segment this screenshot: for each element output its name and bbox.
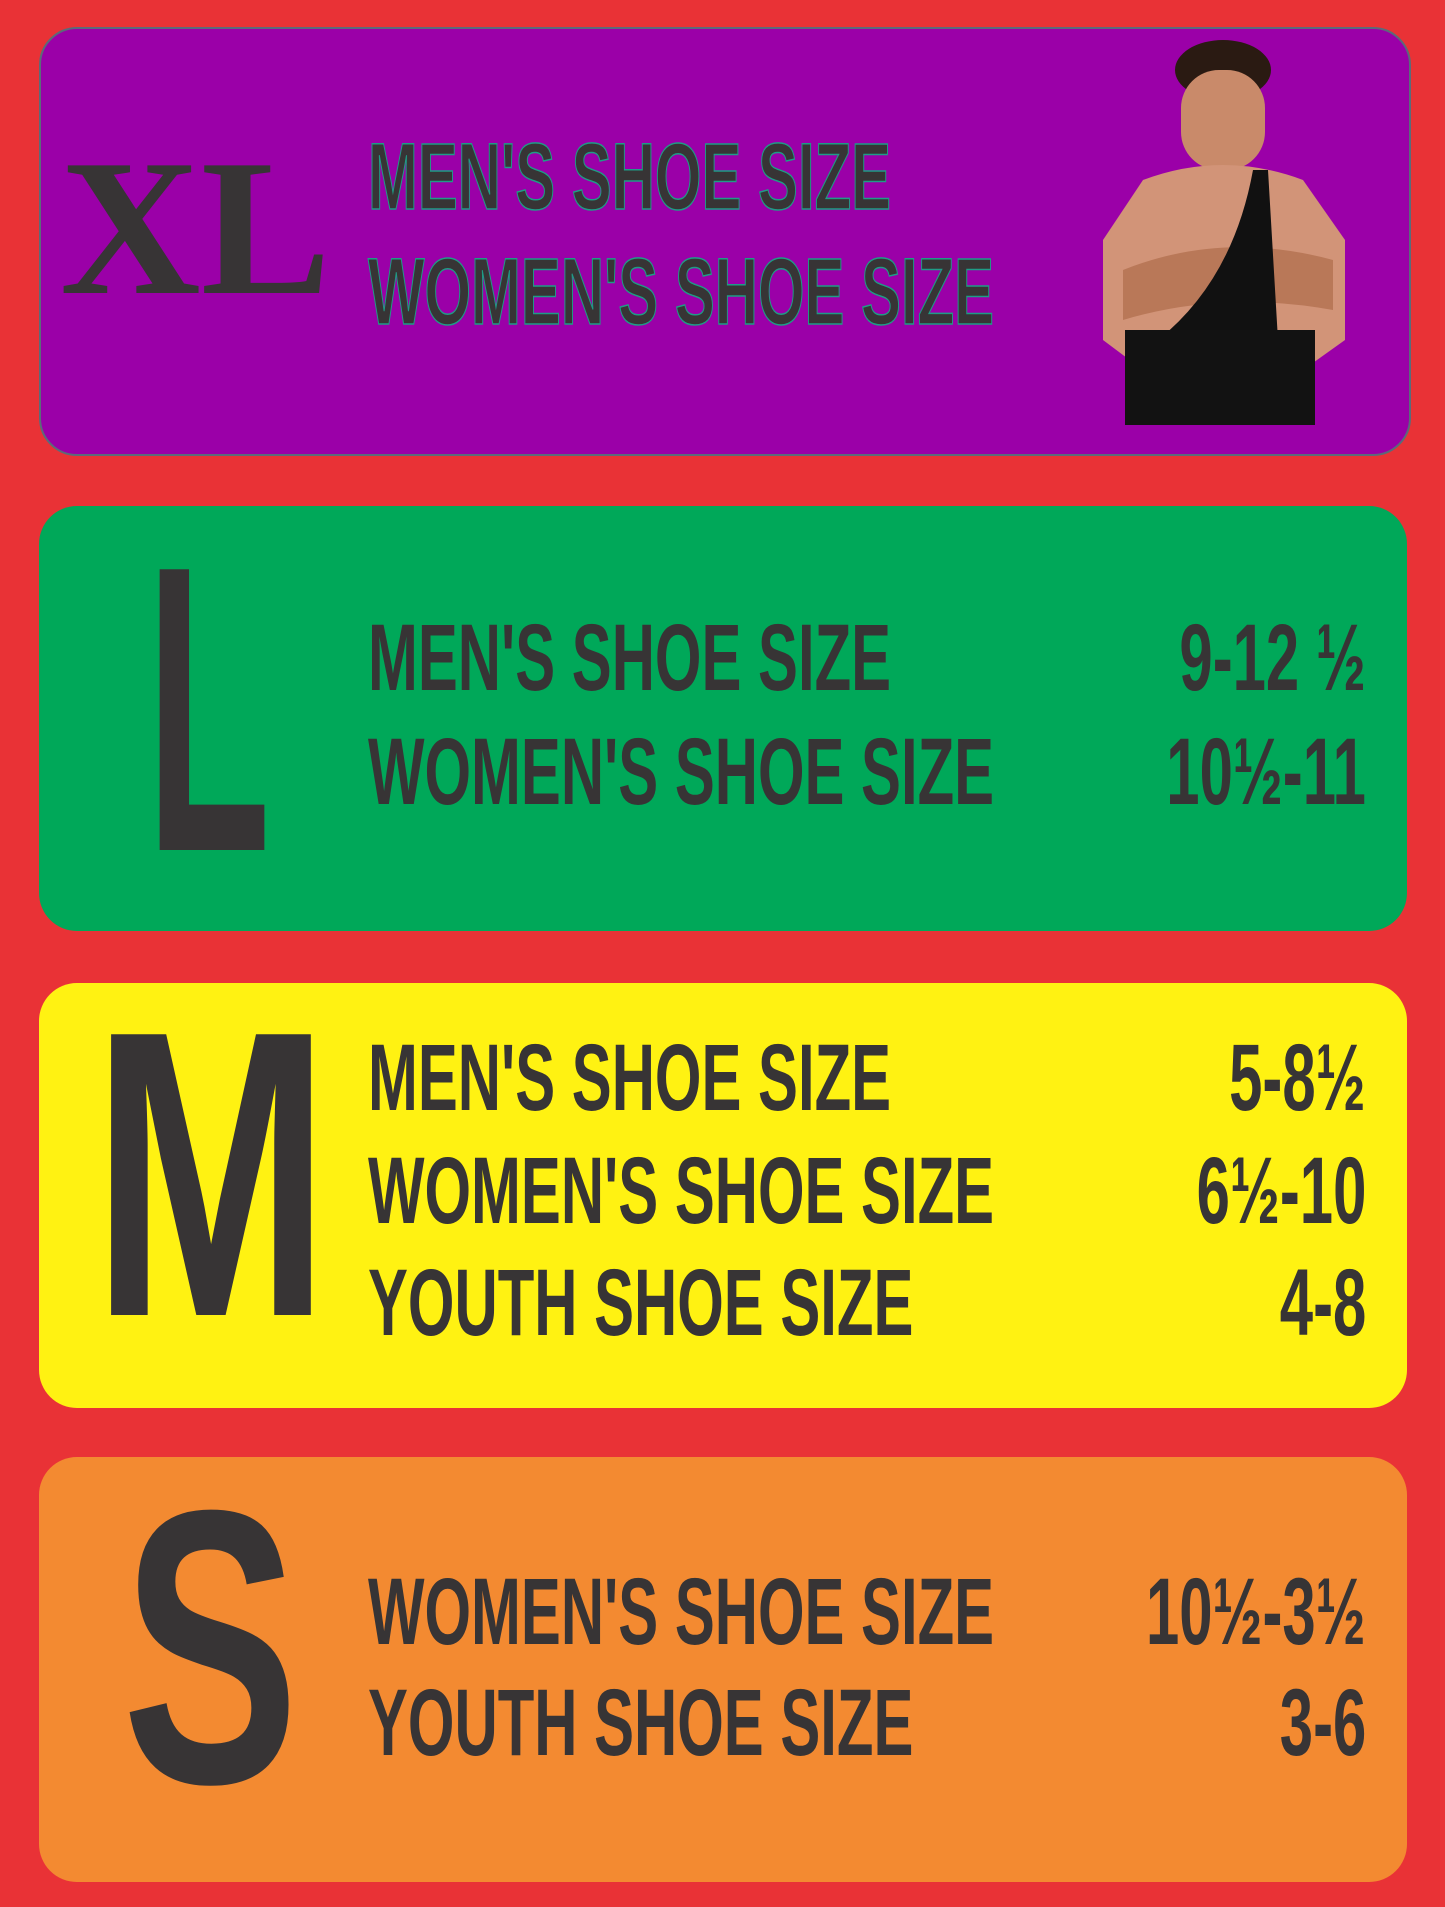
panel-m — [39, 983, 1407, 1408]
m-womens-value: 6½-10 — [1196, 1138, 1366, 1244]
l-mens-value: 9-12 ½ — [1179, 605, 1366, 711]
xl-womens-label: WOMEN'S SHOE SIZE — [368, 239, 995, 345]
panel-s — [39, 1457, 1407, 1882]
s-youth-value: 3-6 — [1279, 1670, 1366, 1776]
m-womens-label: WOMEN'S SHOE SIZE — [368, 1138, 995, 1244]
l-womens-label: WOMEN'S SHOE SIZE — [368, 719, 995, 825]
size-letter-m: M — [92, 947, 330, 1402]
size-letter-xl: XL — [60, 120, 331, 336]
wrestler-photo — [1103, 40, 1345, 425]
panel-l — [39, 506, 1407, 931]
s-womens-value: 10½-3½ — [1146, 1559, 1366, 1665]
s-youth-label: YOUTH SHOE SIZE — [368, 1670, 914, 1776]
l-mens-label: MEN'S SHOE SIZE — [368, 605, 892, 711]
s-womens-label: WOMEN'S SHOE SIZE — [368, 1559, 995, 1665]
m-mens-value: 5-8½ — [1229, 1025, 1366, 1131]
l-womens-value: 10½-11 — [1166, 719, 1366, 825]
m-youth-label: YOUTH SHOE SIZE — [368, 1250, 914, 1356]
m-mens-label: MEN'S SHOE SIZE — [368, 1025, 892, 1131]
size-letter-s: S — [122, 1429, 299, 1865]
size-letter-l: L — [146, 482, 271, 937]
xl-mens-label: MEN'S SHOE SIZE — [368, 124, 892, 230]
m-youth-value: 4-8 — [1279, 1250, 1366, 1356]
